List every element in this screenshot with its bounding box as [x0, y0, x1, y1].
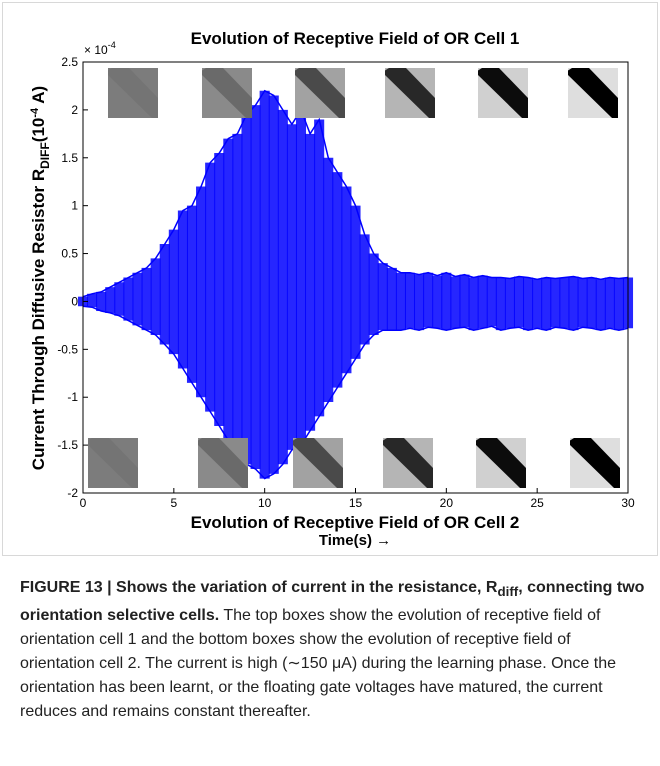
caption-lead-text: FIGURE 13 | Shows the variation of curre…: [20, 579, 498, 596]
caption-lead-end: , connecting two orientation selective c…: [20, 579, 645, 625]
y-tick-label: 1.5: [61, 151, 78, 165]
receptive-field-band: [385, 68, 435, 118]
y-tick-label: 0: [71, 294, 78, 308]
x-tick-label: 10: [258, 496, 272, 510]
y-tick-label: -0.5: [57, 342, 78, 356]
caption-body: The top boxes show the evolution of rece…: [20, 607, 617, 721]
receptive-field-band: [295, 68, 345, 118]
y-multiplier-exponent: -4: [108, 40, 116, 50]
receptive-field-band: [383, 438, 433, 488]
caption-lead-sub: diff: [497, 584, 519, 600]
receptive-field-band: [568, 68, 618, 118]
x-tick-label: 0: [80, 496, 87, 510]
x-axis-label-2: Time(s) →: [319, 532, 391, 549]
y-axis-label: Current Through Diffusive Resistor RDIFF…: [29, 86, 52, 470]
y-label-unit-close: A): [29, 86, 48, 108]
receptive-field-band: [293, 438, 343, 488]
x-axis-label: Evolution of Receptive Field of OR Cell …: [191, 513, 520, 532]
y-tick-label: 2.5: [61, 55, 78, 69]
figure-frame: [2, 2, 658, 556]
x-tick-label: 15: [349, 496, 363, 510]
signal-envelope: [82, 305, 629, 480]
caption-lead: FIGURE 13 | Shows the variation of curre…: [20, 579, 644, 624]
receptive-field-band: [108, 68, 158, 118]
y-tick-label: 1: [71, 199, 78, 213]
y-label-exp: -4: [29, 107, 41, 118]
y-tick-label: -1.5: [57, 438, 78, 452]
y-tick-label: 0.5: [61, 247, 78, 261]
y-tick-label: -2: [67, 486, 78, 500]
y-tick-label: 2: [71, 103, 78, 117]
receptive-field-band: [198, 438, 248, 488]
x-tick-label: 25: [530, 496, 544, 510]
y-tick-label: -1: [67, 390, 78, 404]
x-tick-label: 20: [440, 496, 454, 510]
chart-title: Evolution of Receptive Field of OR Cell …: [191, 29, 520, 48]
receptive-field-band: [476, 438, 526, 488]
chart: Evolution of Receptive Field of OR Cell …: [29, 29, 635, 549]
y-label-sub: DIFF: [38, 142, 52, 169]
receptive-field-band: [88, 438, 138, 488]
signal-envelope: [82, 89, 629, 298]
x-tick-label: 30: [621, 496, 635, 510]
caption: FIGURE 13 | Shows the variation of curre…: [20, 576, 645, 724]
y-multiplier-base: × 10: [84, 43, 108, 57]
receptive-field-band: [202, 68, 252, 118]
receptive-field-band: [478, 68, 528, 118]
y-label-unit: (10: [29, 118, 48, 143]
receptive-field-band: [570, 438, 620, 488]
y-label-main: Current Through Diffusive Resistor R: [29, 169, 48, 470]
x-tick-label: 5: [170, 496, 177, 510]
y-multiplier: × 10-4: [84, 40, 116, 57]
